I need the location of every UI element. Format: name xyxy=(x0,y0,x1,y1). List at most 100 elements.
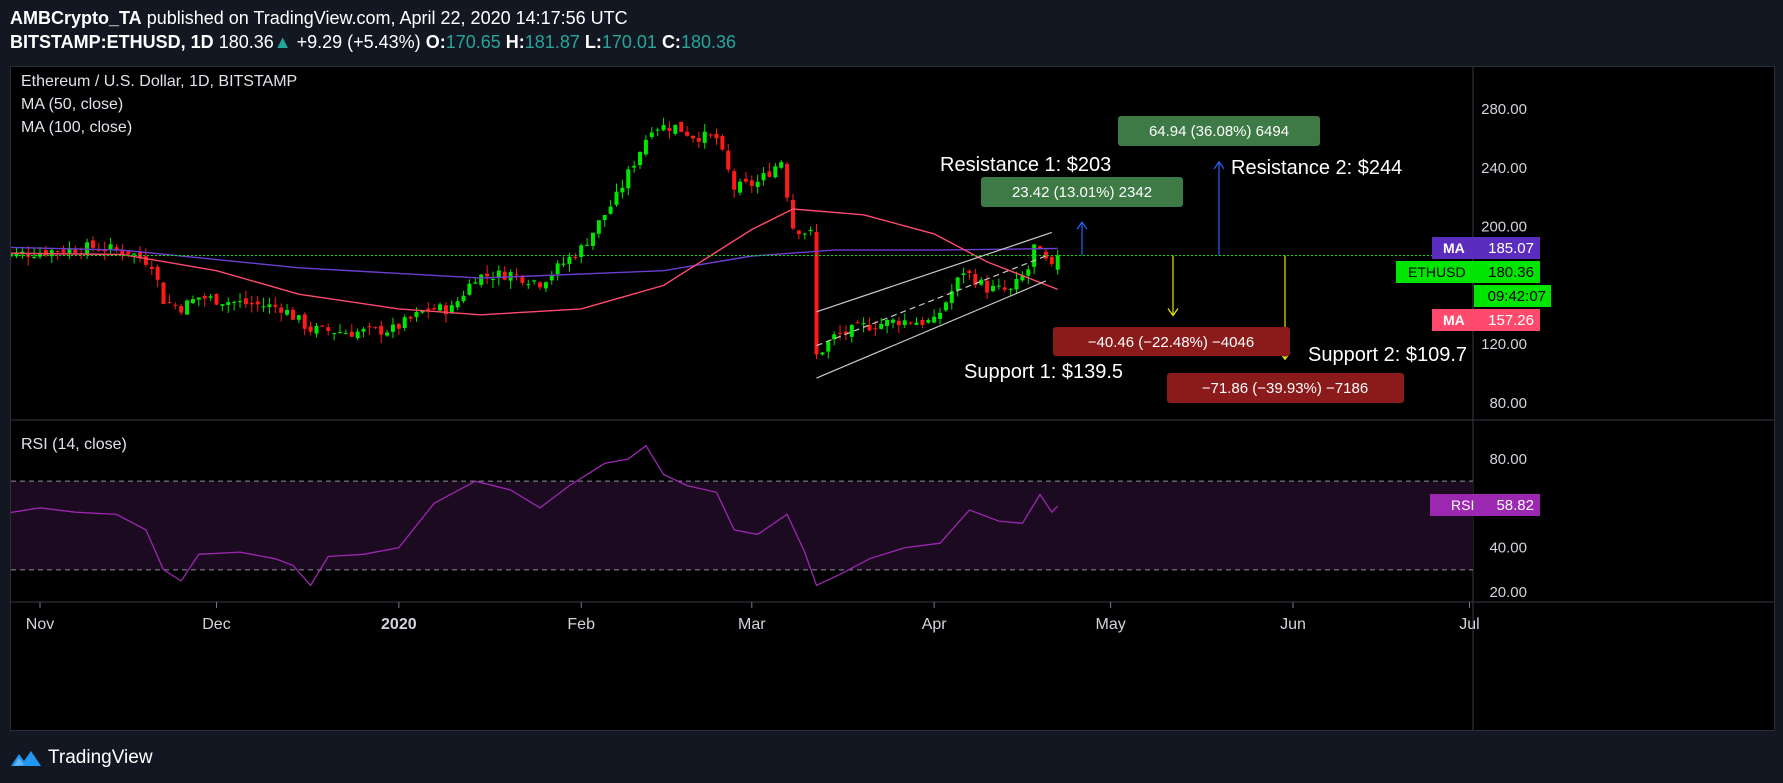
candle-body xyxy=(149,266,154,269)
candle-body xyxy=(720,136,725,150)
candle-body xyxy=(943,302,948,311)
candle-body xyxy=(949,291,954,303)
candle-body xyxy=(855,322,860,324)
candle xyxy=(1043,247,1048,262)
author-name[interactable]: AMBCrypto_TA xyxy=(10,8,142,28)
candle-body xyxy=(132,253,137,255)
channel-lower-line[interactable] xyxy=(816,280,1047,379)
candle-body xyxy=(249,302,254,305)
ma50-line[interactable] xyxy=(0,208,1058,316)
candle xyxy=(138,246,143,263)
resistance-2-box[interactable] xyxy=(1118,116,1320,146)
support-1-label[interactable]: Support 1: $139.5 xyxy=(964,361,1123,383)
candle-body xyxy=(426,308,431,311)
support-2-box[interactable] xyxy=(1167,373,1404,403)
candle xyxy=(261,297,266,312)
rsi-line[interactable] xyxy=(0,444,1059,587)
candle-body xyxy=(608,206,613,214)
candle-body xyxy=(602,215,607,220)
rsi-tick-label: 80.00 xyxy=(1489,451,1527,468)
candle-body xyxy=(890,319,895,323)
candle-body xyxy=(749,180,754,186)
resistance-1-box[interactable] xyxy=(981,177,1183,207)
annotation-labels: Resistance 1: $203 Resistance 2: $244 Su… xyxy=(940,116,1467,403)
symbol-label[interactable]: BITSTAMP:ETHUSD, 1D xyxy=(10,32,214,52)
candle-body xyxy=(502,271,507,280)
legend-rsi[interactable]: RSI (14, close) xyxy=(21,436,127,453)
candle xyxy=(279,303,284,322)
channel-mid-line[interactable] xyxy=(816,255,1047,347)
candle-body xyxy=(826,341,831,352)
ma100-line[interactable] xyxy=(0,246,1058,279)
candle-body xyxy=(361,328,366,332)
rsi-band-fill xyxy=(11,481,1473,570)
candle xyxy=(361,326,366,338)
candle-body xyxy=(638,151,643,166)
candle xyxy=(679,121,684,133)
ethusd-badge-value: 180.36 xyxy=(1488,264,1534,281)
candle-body xyxy=(390,324,395,332)
candle-body xyxy=(43,249,48,256)
ma-lines-layer xyxy=(0,208,1058,316)
resistance-1-label[interactable]: Resistance 1: $203 xyxy=(940,154,1111,176)
candle-body xyxy=(961,273,966,275)
candle xyxy=(861,317,866,333)
candle-body xyxy=(743,178,748,182)
candle xyxy=(655,127,660,137)
axes-layer: 80.00 120.00 200.00 240.00 280.00 20.00 40.00 8… xyxy=(26,101,1527,633)
candle-body xyxy=(561,263,566,265)
candle-body xyxy=(932,316,937,323)
rsi-line-layer xyxy=(0,444,1059,587)
candle-body xyxy=(755,181,760,187)
candle xyxy=(1026,265,1031,284)
tradingview-brand[interactable]: TradingView xyxy=(48,747,153,768)
candle xyxy=(1002,280,1007,293)
ma50-badge xyxy=(1432,309,1540,331)
candle-body xyxy=(90,240,95,248)
candle-body xyxy=(796,230,801,235)
candle-body xyxy=(1008,288,1013,290)
candle xyxy=(667,121,672,139)
candle-body xyxy=(455,301,460,308)
candle xyxy=(796,229,801,240)
candle-body xyxy=(579,245,584,257)
candle-body xyxy=(873,328,878,330)
candle xyxy=(1055,250,1060,275)
candle xyxy=(596,220,601,239)
candle xyxy=(308,321,313,336)
candle-body xyxy=(38,252,42,257)
price-pane: Ethereum / U.S. Dollar, 1D, BITSTAMP MA … xyxy=(11,67,1774,730)
chart-canvas[interactable]: Ethereum / U.S. Dollar, 1D, BITSTAMP MA … xyxy=(0,67,1774,730)
candle-body xyxy=(420,311,425,313)
candle xyxy=(455,297,460,310)
chart-frame[interactable]: Ethereum / U.S. Dollar, 1D, BITSTAMP MA … xyxy=(0,66,1775,731)
candle xyxy=(855,319,860,324)
candle-body xyxy=(108,244,113,250)
support-1-box[interactable] xyxy=(1053,327,1290,356)
candle-body xyxy=(973,273,978,286)
candle xyxy=(190,295,195,304)
candle xyxy=(479,273,484,288)
candle xyxy=(108,237,113,255)
candle xyxy=(685,126,690,137)
price-tick-label: 240.00 xyxy=(1481,160,1527,177)
candle-body xyxy=(861,323,866,325)
candle-body xyxy=(702,131,707,143)
tradingview-logo-icon[interactable] xyxy=(10,748,42,768)
candle xyxy=(690,135,695,143)
legend-ma100[interactable]: MA (100, close) xyxy=(21,119,132,136)
candle xyxy=(496,265,501,286)
legend-ma50[interactable]: MA (50, close) xyxy=(21,96,123,113)
candle xyxy=(626,165,631,196)
candle-body xyxy=(696,137,701,142)
candle xyxy=(673,124,678,136)
candle-body xyxy=(979,279,984,285)
support-2-label[interactable]: Support 2: $109.7 xyxy=(1308,344,1467,366)
resistance-2-label[interactable]: Resistance 2: $244 xyxy=(1231,157,1402,179)
candle-body xyxy=(185,300,190,315)
candle xyxy=(743,172,748,184)
candle-body xyxy=(690,135,695,139)
ma100-badge xyxy=(1432,237,1540,259)
candle-body xyxy=(620,187,625,193)
channel-upper-line[interactable] xyxy=(816,231,1053,313)
